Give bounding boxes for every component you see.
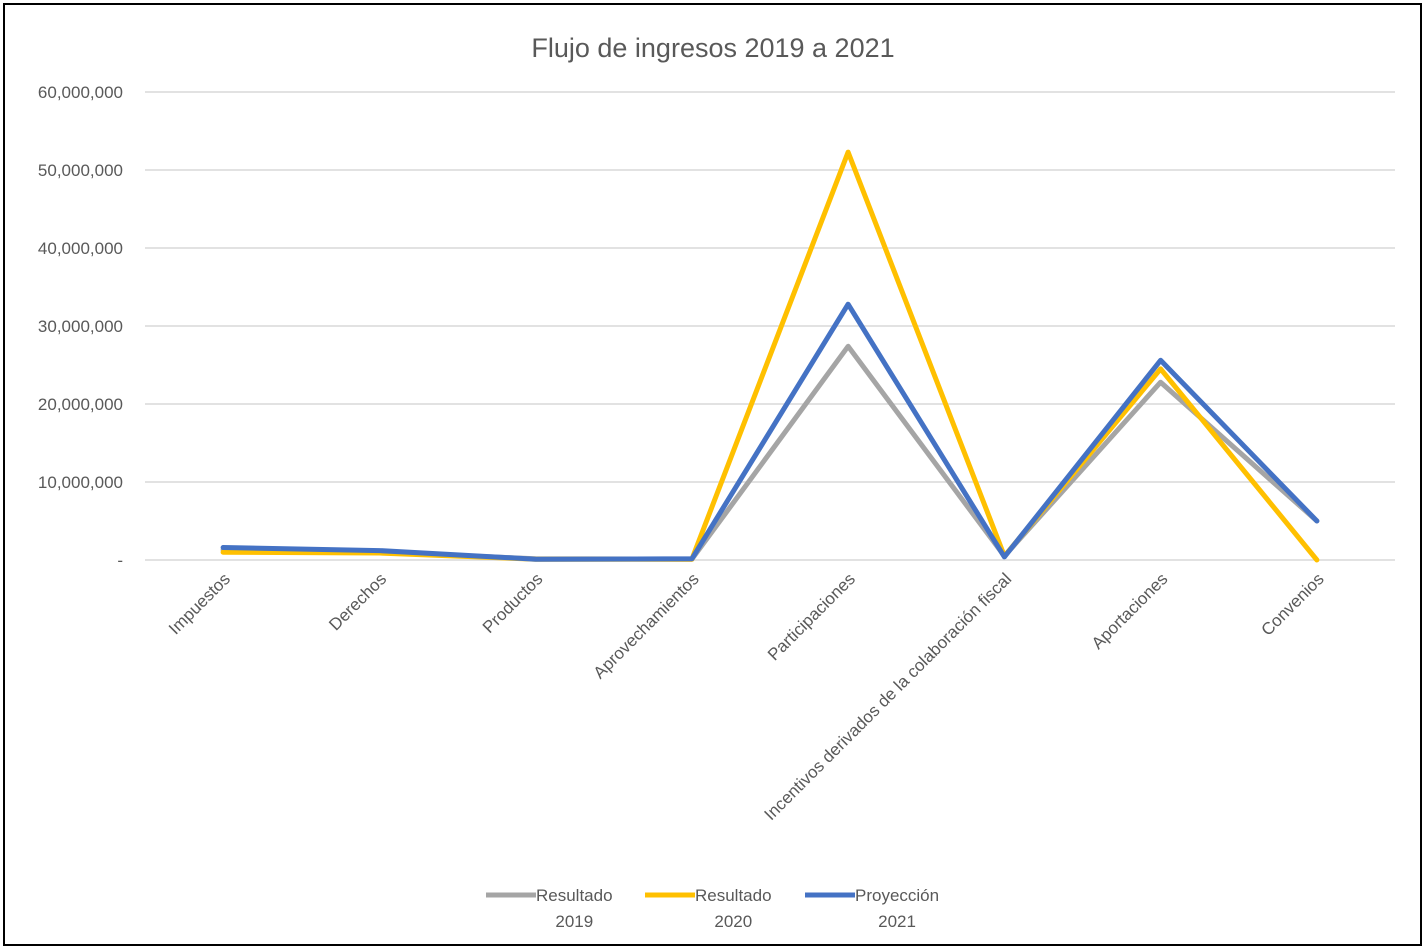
legend-label: Proyección: [855, 886, 939, 905]
chart-title: Flujo de ingresos 2019 a 2021: [531, 33, 894, 63]
x-category-label: Productos: [479, 569, 547, 637]
legend-label: Resultado: [536, 886, 613, 905]
x-axis-categories: Impuestos Derechos Productos Aprovechamient…: [165, 569, 1328, 824]
chart-frame: [3, 3, 1422, 946]
legend-label-line2: 2019: [555, 912, 593, 931]
x-category-label: Incentivos derivados de la colaboración …: [761, 569, 1016, 824]
series-line: [220, 301, 1320, 562]
y-tick-label: 40,000,000: [38, 239, 123, 258]
x-category-label: Derechos: [325, 569, 390, 634]
y-tick-label: 10,000,000: [38, 473, 123, 492]
legend-label-line2: 2021: [878, 912, 916, 931]
y-tick-label: 50,000,000: [38, 161, 123, 180]
legend-label: Resultado: [695, 886, 772, 905]
series-lines: [220, 149, 1320, 563]
x-category-label: Convenios: [1257, 569, 1327, 639]
x-category-label: Impuestos: [165, 569, 234, 638]
y-axis-ticks: - 10,000,000 20,000,000 30,000,000 40,000,00…: [38, 83, 123, 570]
x-category-label: Aportaciones: [1088, 569, 1172, 653]
series-line: [220, 149, 1320, 563]
y-tick-label: 60,000,000: [38, 83, 123, 102]
gridlines: [145, 91, 1395, 561]
y-tick-label: 30,000,000: [38, 317, 123, 336]
y-tick-label: -: [117, 551, 123, 570]
legend-label-line2: 2020: [714, 912, 752, 931]
x-category-label: Aprovechamientos: [590, 569, 703, 682]
y-tick-label: 20,000,000: [38, 395, 123, 414]
legend: Resultado 2019 Resultado 2020 Proyección 2021: [486, 886, 939, 931]
x-category-label: Participaciones: [764, 569, 859, 664]
